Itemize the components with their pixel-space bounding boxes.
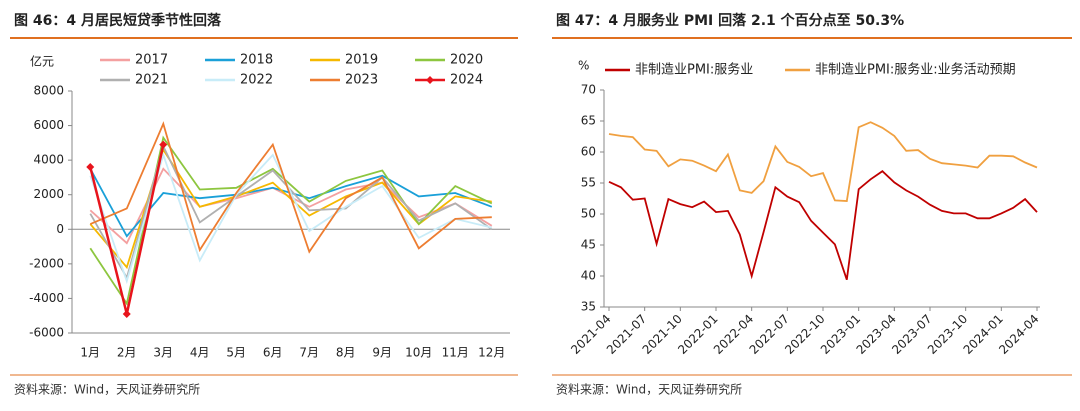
y-tick-label: -4000 bbox=[29, 291, 64, 305]
x-tick-label: 9月 bbox=[372, 346, 392, 360]
y-tick-label: 35 bbox=[581, 300, 596, 314]
y-tick-label: 2000 bbox=[33, 187, 64, 201]
series-line bbox=[608, 121, 1038, 202]
y-axis-label: 亿元 bbox=[30, 54, 54, 69]
series-line bbox=[89, 121, 492, 254]
x-tick-label: 8月 bbox=[336, 346, 356, 360]
y-tick-label: 70 bbox=[581, 83, 596, 97]
source: 资料来源：Wind，天风证券研究所 bbox=[14, 382, 200, 397]
y-tick-label: 4000 bbox=[33, 153, 64, 167]
legend-label: 2020 bbox=[450, 53, 483, 68]
legend-label: 2019 bbox=[345, 53, 378, 68]
legend-label: 2021 bbox=[135, 73, 168, 88]
y-tick-label: 55 bbox=[581, 176, 596, 190]
x-tick-label: 5月 bbox=[226, 346, 246, 360]
x-tick-label: 2024-04 bbox=[996, 312, 1041, 357]
y-tick-label: 6000 bbox=[33, 118, 64, 132]
legend-marker bbox=[426, 76, 434, 84]
legend-label: 2017 bbox=[135, 53, 168, 68]
y-tick-label: 60 bbox=[581, 145, 596, 159]
legend-label: 2024 bbox=[450, 73, 483, 88]
x-tick-label: 6月 bbox=[263, 346, 283, 360]
y-tick-label: 40 bbox=[581, 269, 596, 283]
x-tick-label: 2月 bbox=[117, 346, 137, 360]
y-tick-label: -6000 bbox=[29, 326, 64, 340]
y-tick-label: 65 bbox=[581, 114, 596, 128]
legend-label: 非制造业PMI:服务业:业务活动预期 bbox=[815, 62, 1016, 78]
x-tick-label: 7月 bbox=[299, 346, 319, 360]
source: 资料来源：Wind，天风证券研究所 bbox=[556, 382, 742, 397]
y-tick-label: 45 bbox=[581, 238, 596, 252]
y-tick-label: -2000 bbox=[29, 256, 64, 270]
legend-label: 2022 bbox=[240, 73, 273, 88]
chart-title: 图 47：4 月服务业 PMI 回落 2.1 个百分点至 50.3% bbox=[556, 12, 904, 29]
legend-label: 非制造业PMI:服务业 bbox=[635, 62, 753, 78]
x-tick-label: 12月 bbox=[478, 346, 505, 360]
y-tick-label: 8000 bbox=[33, 84, 64, 98]
point-marker bbox=[86, 163, 95, 172]
y-tick-label: 0 bbox=[56, 222, 64, 236]
y-tick-label: 50 bbox=[581, 207, 596, 221]
x-tick-label: 10月 bbox=[405, 346, 432, 360]
x-tick-label: 4月 bbox=[190, 346, 210, 360]
series-line bbox=[608, 170, 1038, 280]
legend-label: 2018 bbox=[240, 53, 273, 68]
point-marker bbox=[122, 309, 131, 318]
chart-title: 图 46：4 月居民短贷季节性回落 bbox=[14, 12, 222, 29]
point-marker bbox=[159, 140, 168, 149]
legend-label: 2023 bbox=[345, 73, 378, 88]
x-tick-label: 3月 bbox=[153, 346, 173, 360]
x-tick-label: 11月 bbox=[442, 346, 469, 360]
y-axis-label: % bbox=[578, 59, 589, 73]
x-tick-label: 1月 bbox=[80, 346, 100, 360]
series-line bbox=[89, 152, 493, 285]
series-line bbox=[89, 135, 493, 306]
